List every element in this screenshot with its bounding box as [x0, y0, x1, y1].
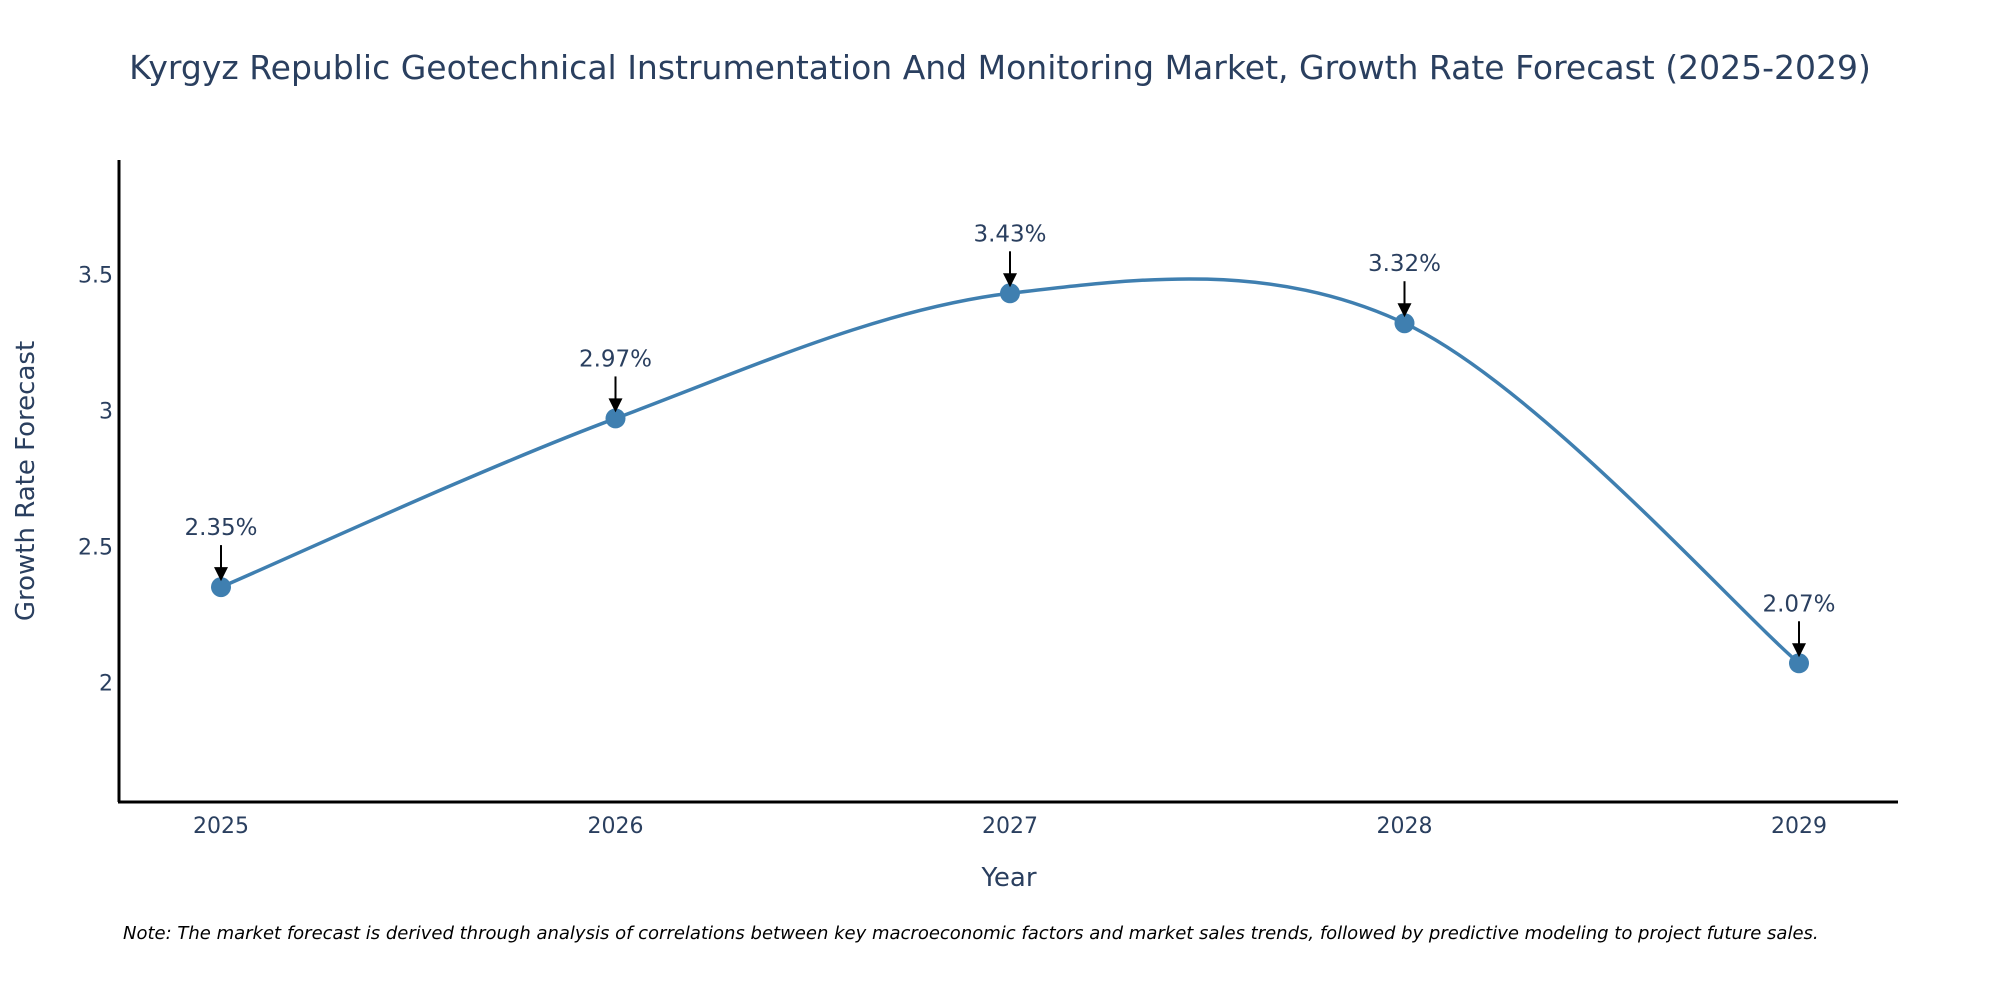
y-axis-title: Growth Rate Forecast	[11, 341, 41, 621]
annotation-arrowhead-2027	[1003, 273, 1017, 288]
y-tick-label: 2	[99, 671, 113, 696]
y-axis-ticks: 2 2.5 3 3.5	[78, 263, 113, 696]
data-label-2029: 2.07%	[1762, 591, 1835, 617]
annotation-arrowhead-2029	[1792, 643, 1806, 658]
data-label-2026: 2.97%	[579, 346, 652, 372]
data-label-2028: 3.32%	[1368, 251, 1441, 277]
annotation-arrowhead-2028	[1397, 303, 1412, 318]
data-label-2027: 3.43%	[973, 221, 1046, 247]
plot-area: 2.35% 2.97% 3.43% 3.32% 2.07%	[184, 221, 1836, 674]
markers	[211, 283, 1809, 674]
annotations: 2.35% 2.97% 3.43% 3.32% 2.07%	[184, 221, 1836, 658]
data-point-2025	[211, 577, 231, 598]
x-tick-label: 2028	[1377, 814, 1433, 839]
series-line	[220, 277, 1801, 665]
data-point-2028	[1394, 313, 1415, 334]
chart-title: Kyrgyz Republic Geotechnical Instrumenta…	[129, 48, 1871, 87]
x-axis-ticks: 2025 2026 2027 2028 2029	[193, 814, 1827, 839]
footnote: Note: The market forecast is derived thr…	[123, 923, 1819, 944]
data-label-2025: 2.35%	[184, 515, 257, 541]
y-tick-label: 3	[99, 399, 113, 424]
y-tick-label: 2.5	[78, 535, 113, 560]
x-tick-label: 2025	[193, 814, 249, 839]
x-tick-label: 2027	[982, 814, 1038, 839]
x-axis-title: Year	[980, 863, 1036, 893]
annotation-arrowhead-2026	[608, 398, 623, 413]
data-point-2027	[1000, 283, 1020, 304]
annotation-arrowhead-2025	[214, 567, 228, 582]
data-point-2029	[1789, 653, 1809, 674]
data-point-2026	[605, 408, 626, 429]
x-tick-label: 2026	[588, 814, 644, 839]
x-tick-label: 2029	[1771, 814, 1827, 839]
y-tick-label: 3.5	[78, 263, 113, 288]
